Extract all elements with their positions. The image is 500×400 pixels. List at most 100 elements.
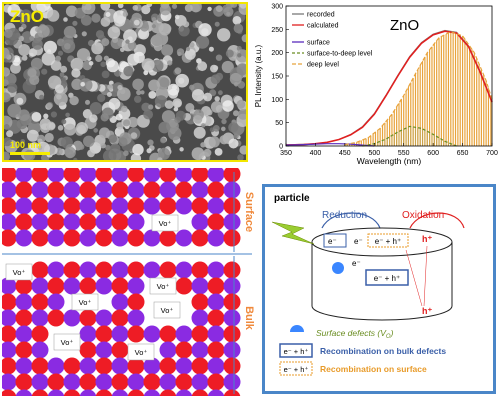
sem-grain: [222, 100, 234, 112]
zinc-atom: [191, 181, 209, 199]
sem-grain: [107, 84, 113, 90]
oxygen-atom: [31, 261, 49, 279]
surface-defect-icon: [290, 325, 304, 332]
zinc-atom: [15, 168, 33, 183]
x-tick-label: 600: [427, 150, 439, 157]
oxygen-atom: [159, 261, 177, 279]
sem-grain: [89, 102, 103, 115]
sem-grain: [36, 141, 50, 156]
sem-grain: [64, 146, 76, 159]
sem-grain: [132, 78, 144, 91]
sem-grain: [78, 143, 85, 150]
oxygen-atom: [127, 229, 145, 247]
sem-grain: [7, 82, 18, 93]
oxygen-atom: [159, 325, 177, 343]
sem-grain: [16, 118, 28, 130]
y-tick-label: 50: [275, 120, 283, 127]
sem-scale-bar: [10, 152, 50, 155]
sem-grain: [29, 74, 40, 86]
sem-grain: [141, 58, 155, 72]
vacancy-label: Vo⁺: [135, 348, 148, 357]
sem-grain: [61, 119, 67, 125]
zinc-atom: [207, 261, 225, 279]
zinc-atom: [175, 168, 193, 183]
sem-grain: [45, 4, 50, 7]
oxygen-atom: [175, 277, 193, 295]
sem-grain: [218, 90, 223, 96]
x-tick-label: 350: [280, 150, 292, 157]
sem-grain: [57, 50, 64, 56]
sem-grain: [4, 47, 10, 59]
sem-grain: [221, 126, 226, 132]
oxygen-atom: [223, 293, 241, 311]
zinc-atom: [223, 213, 241, 231]
sem-grain: [4, 124, 10, 130]
zinc-atom: [2, 373, 17, 391]
oxygen-atom: [207, 181, 225, 199]
sem-grain: [4, 67, 11, 77]
surface-to-deep-bars: [363, 126, 457, 146]
sem-grain: [208, 136, 220, 148]
sem-grain: [223, 6, 234, 17]
sem-grain: [212, 125, 220, 132]
sem-grain: [70, 57, 84, 71]
oxygen-atom: [223, 389, 241, 396]
sem-grain: [241, 34, 246, 43]
sem-grain: [175, 73, 189, 88]
vacancy-label: Vo⁺: [79, 298, 92, 307]
series-surface-to-deep-level: [362, 125, 457, 147]
sem-grain: [108, 134, 118, 143]
zinc-atom: [15, 325, 33, 343]
sem-grain: [143, 109, 154, 120]
sem-grain: [115, 113, 123, 121]
sem-grain: [239, 4, 246, 9]
zinc-atom: [47, 261, 65, 279]
zinc-atom: [79, 357, 97, 375]
oxygen-atom: [63, 168, 81, 183]
sem-grain: [69, 95, 79, 106]
particle-legend: Surface defects (VO) e⁻ + h⁺ Recombination…: [279, 325, 446, 376]
y-tick-label: 200: [271, 50, 283, 57]
zinc-atom: [2, 213, 17, 231]
particle-frame: [262, 184, 496, 394]
legend-entry: calculated: [307, 23, 339, 30]
sem-grain: [21, 55, 28, 61]
oxygen-atom: [95, 197, 113, 215]
sem-grain: [210, 101, 223, 113]
sem-grain: [214, 148, 223, 156]
oxidation-arc: [409, 212, 465, 229]
zinc-atom: [95, 277, 113, 295]
y-tick-label: 300: [271, 4, 283, 11]
oxygen-atom: [207, 213, 225, 231]
sem-grain: [100, 143, 106, 149]
zinc-atom: [223, 373, 241, 391]
sem-grain: [117, 84, 123, 91]
zinc-atom: [143, 389, 161, 396]
series-calculated: [285, 30, 493, 146]
sem-grain: [116, 122, 124, 130]
sem-grain: [63, 17, 68, 22]
sem-grain: [185, 46, 191, 52]
oxygen-atom: [95, 325, 113, 343]
zinc-atom: [127, 373, 145, 391]
sem-texture: [4, 4, 246, 160]
oxygen-atom: [111, 373, 129, 391]
sem-grain: [44, 132, 54, 143]
sem-grain: [207, 6, 212, 12]
sem-grain: [127, 116, 139, 128]
sem-grain: [157, 147, 171, 160]
bulk-recombination-box: [365, 269, 409, 286]
sem-grain: [71, 68, 81, 78]
oxygen-atom: [111, 277, 129, 295]
sem-grain: [20, 139, 26, 144]
sem-grain: [106, 60, 119, 73]
sem-grain: [201, 123, 206, 128]
sem-grain: [219, 135, 229, 145]
oxygen-atom: [2, 325, 17, 343]
oxygen-atom: [95, 229, 113, 247]
oxygen-atom: [223, 229, 241, 247]
zinc-atom: [207, 197, 225, 215]
vacancy-label: Vo⁺: [61, 338, 74, 347]
zinc-atom: [63, 213, 81, 231]
oxygen-atom: [127, 197, 145, 215]
